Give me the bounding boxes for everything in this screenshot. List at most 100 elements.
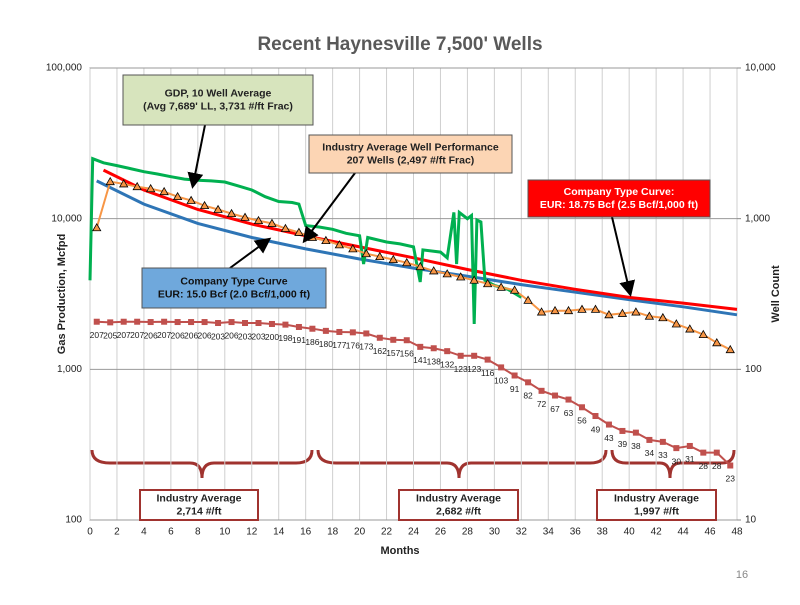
data-label: 162	[373, 346, 387, 356]
point	[646, 436, 653, 443]
data-label: 173	[359, 342, 373, 352]
point	[469, 275, 479, 284]
callout-text: EUR: 15.0 Bcf (2.0 Bcf/1,000 ft)	[158, 288, 310, 300]
point	[159, 186, 169, 196]
point	[685, 324, 695, 333]
x-tick-label: 8	[195, 527, 201, 538]
callout-box	[139, 489, 259, 521]
data-label: 28	[712, 461, 722, 471]
point	[282, 321, 289, 328]
x-tick-label: 26	[435, 527, 447, 538]
data-label: 116	[481, 368, 495, 378]
data-label: 206	[144, 330, 158, 340]
data-label: 23	[726, 474, 736, 484]
callout-text: 207 Wells (2,497 #/ft Frac)	[347, 154, 475, 166]
x-tick-label: 6	[168, 527, 174, 538]
bracket	[316, 449, 608, 479]
point	[186, 195, 196, 204]
point	[336, 328, 343, 335]
data-label: 176	[346, 341, 360, 351]
data-label: 67	[550, 404, 560, 414]
point	[267, 218, 277, 227]
point	[482, 278, 493, 288]
point	[120, 318, 127, 325]
point	[388, 254, 398, 263]
data-label: 207	[117, 330, 131, 340]
y2-tick-label: 100	[745, 364, 762, 375]
x-tick-label: 4	[141, 527, 147, 538]
point	[631, 307, 641, 316]
point	[538, 387, 545, 394]
point	[673, 445, 680, 452]
callout-text: GDP, 10 Well Average	[165, 87, 272, 99]
point	[592, 413, 599, 420]
point	[321, 235, 331, 245]
data-label: 203	[251, 331, 265, 341]
chart-title: Recent Haynesville 7,500' Wells	[257, 34, 542, 55]
data-label: 103	[494, 376, 508, 386]
x-tick-label: 30	[489, 527, 501, 538]
x-tick-label: 36	[570, 527, 582, 538]
point	[415, 261, 425, 271]
point	[496, 282, 506, 291]
point	[498, 364, 505, 371]
data-label: 203	[238, 331, 252, 341]
data-label: 157	[386, 348, 400, 358]
callout-box	[398, 489, 519, 521]
point	[552, 392, 559, 399]
point	[686, 442, 693, 449]
x-tick-label: 44	[678, 527, 690, 538]
point	[294, 227, 304, 236]
point	[349, 329, 356, 336]
data-label: 31	[685, 454, 695, 464]
point	[471, 352, 478, 359]
callout-text: EUR: 18.75 Bcf (2.5 Bcf/1,000 ft)	[540, 199, 698, 211]
data-label: 206	[184, 330, 198, 340]
callout-box	[596, 489, 717, 521]
point	[509, 285, 520, 294]
point	[119, 179, 129, 188]
point	[565, 396, 572, 403]
x-axis-title: Months	[380, 545, 419, 557]
point	[255, 320, 262, 327]
y2-tick-label: 10,000	[745, 63, 776, 74]
x-tick-label: 46	[704, 527, 716, 538]
point	[92, 222, 102, 232]
series-line	[88, 156, 523, 325]
data-label: 180	[319, 339, 333, 349]
point	[402, 257, 412, 267]
point	[671, 319, 682, 328]
point	[93, 318, 100, 325]
data-label: 123	[467, 364, 481, 374]
data-label: 141	[413, 355, 427, 365]
series-line	[96, 179, 738, 317]
point	[455, 272, 466, 281]
callout-box	[308, 134, 513, 174]
point	[457, 352, 464, 359]
x-tick-label: 16	[300, 527, 312, 538]
data-label: 207	[90, 330, 104, 340]
point	[550, 305, 560, 315]
data-label: 206	[197, 330, 211, 340]
data-label: 82	[523, 391, 533, 401]
data-label: 39	[618, 439, 628, 449]
x-tick-label: 10	[219, 527, 231, 538]
x-tick-label: 2	[114, 527, 120, 538]
y-axis-title: Gas Production, Mcfpd	[56, 234, 68, 354]
data-label: 63	[564, 408, 574, 418]
y2-axis-title: Well Count	[770, 265, 782, 323]
series-line	[102, 168, 738, 311]
point	[334, 240, 345, 249]
y-tick-label: 10,000	[51, 213, 82, 224]
data-label: 207	[157, 330, 171, 340]
point	[201, 319, 208, 326]
callout-text: (Avg 7,689' LL, 3,731 #/ft Frac)	[143, 100, 293, 112]
point	[536, 307, 547, 316]
callout-text: Industry Average Well Performance	[322, 141, 499, 153]
data-label: 132	[440, 359, 454, 369]
point	[188, 319, 195, 326]
data-label: 207	[130, 330, 144, 340]
callout-text: 2,682 #/ft	[436, 505, 481, 517]
x-tick-label: 48	[731, 527, 743, 538]
bracket	[90, 449, 314, 479]
